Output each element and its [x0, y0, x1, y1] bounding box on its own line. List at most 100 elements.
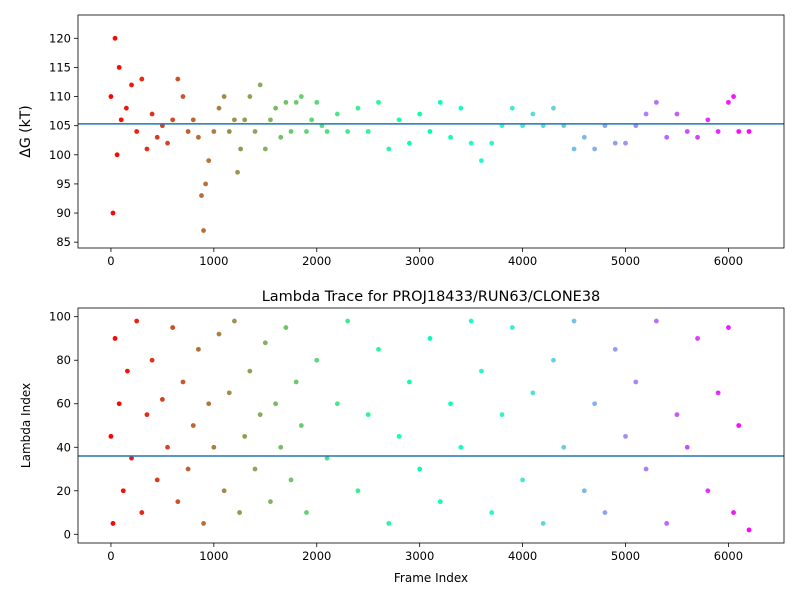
lambda-point	[268, 499, 273, 505]
lambda-point	[278, 444, 284, 450]
delta-g-y-tick-label: 95	[56, 177, 71, 191]
delta-g-y-axis-label: ΔG (kT)	[18, 105, 34, 157]
lambda-y-ticks: 0 20 40 60 80 100	[49, 310, 78, 541]
lambda-point	[334, 401, 340, 407]
lambda-point	[242, 433, 248, 439]
delta-g-point	[736, 129, 742, 134]
lambda-point	[120, 488, 126, 494]
delta-g-point	[216, 105, 222, 111]
lambda-point	[612, 346, 618, 352]
delta-g-point	[489, 140, 495, 146]
delta-g-y-tick-label: 120	[49, 31, 71, 45]
delta-g-y-tick-label: 115	[49, 60, 71, 74]
delta-g-point	[448, 134, 453, 140]
lambda-point	[283, 325, 289, 330]
lambda-point	[715, 390, 721, 396]
lambda-point	[298, 423, 304, 428]
lambda-point	[149, 357, 155, 363]
lambda-point	[468, 318, 474, 324]
lambda-y-tick-label: 40	[56, 440, 71, 454]
lambda-point	[180, 379, 186, 385]
lambda-point	[185, 466, 191, 472]
lambda-point	[561, 444, 567, 450]
lambda-point	[396, 433, 402, 439]
delta-g-point	[324, 129, 330, 134]
delta-g-point	[406, 140, 412, 146]
lambda-y-tick-label: 20	[56, 484, 71, 498]
delta-g-point	[196, 134, 201, 140]
delta-g-point	[278, 134, 284, 140]
lambda-point	[365, 412, 371, 418]
delta-g-point	[731, 94, 736, 99]
delta-g-point	[242, 117, 248, 123]
lambda-point	[684, 444, 690, 450]
delta-g-point	[175, 76, 181, 82]
delta-g-point	[643, 111, 649, 117]
delta-g-x-tick-label: 4000	[508, 254, 537, 268]
delta-g-point	[479, 158, 484, 164]
lambda-point	[116, 401, 122, 407]
lambda-point	[201, 521, 206, 526]
delta-g-x-tick-label: 0	[107, 254, 114, 268]
delta-g-point	[653, 99, 659, 105]
delta-g-point	[355, 105, 361, 111]
lambda-panel: Lambda Trace for PROJ18433/RUN63/CLONE38…	[19, 289, 785, 585]
lambda-point	[129, 455, 134, 461]
lambda-point	[731, 510, 736, 515]
lambda-point	[623, 433, 628, 439]
delta-g-x-tick-label: 5000	[611, 254, 640, 268]
lambda-x-tick-label: 2000	[302, 549, 331, 563]
delta-g-point	[134, 129, 140, 134]
lambda-x-axis-label: Frame Index	[394, 571, 468, 585]
lambda-point	[154, 477, 160, 483]
lambda-point	[232, 318, 237, 324]
lambda-x-tick-label: 5000	[611, 549, 640, 563]
delta-g-y-tick-label: 90	[56, 206, 71, 220]
lambda-point	[509, 325, 515, 330]
lambda-point	[159, 396, 165, 402]
lambda-point	[674, 412, 680, 418]
lambda-point	[479, 368, 484, 374]
delta-g-point	[293, 99, 299, 105]
delta-g-point	[684, 129, 690, 134]
delta-g-panel: 0 1000 2000 3000 4000 5000 6000 85 90 95 100 105 11…	[18, 14, 785, 268]
delta-g-point	[417, 111, 423, 117]
delta-g-y-ticks: 85 90 95 100 105 110 115 120	[49, 31, 78, 249]
delta-g-point	[144, 146, 150, 152]
lambda-point	[530, 390, 536, 396]
lambda-chart-title: Lambda Trace for PROJ18433/RUN63/CLONE38	[262, 289, 601, 305]
delta-g-point	[396, 117, 402, 123]
lambda-point	[355, 488, 361, 494]
delta-g-point	[623, 140, 628, 146]
delta-g-point	[221, 94, 227, 99]
lambda-x-tick-label: 4000	[508, 549, 537, 563]
lambda-point	[190, 423, 196, 428]
delta-g-point	[530, 111, 536, 117]
delta-g-point	[247, 94, 253, 99]
lambda-y-tick-label: 60	[56, 397, 71, 411]
delta-g-y-tick-label: 100	[49, 148, 71, 162]
delta-g-point	[705, 117, 711, 123]
lambda-point	[571, 318, 577, 324]
delta-g-point	[309, 117, 315, 123]
delta-g-point	[581, 134, 587, 140]
delta-g-point	[257, 82, 263, 88]
lambda-point	[736, 423, 742, 428]
delta-g-point	[201, 228, 206, 233]
delta-g-point	[437, 99, 443, 105]
lambda-point	[520, 477, 525, 483]
lambda-point	[417, 466, 423, 472]
lambda-point	[746, 527, 752, 533]
lambda-point	[257, 412, 263, 418]
lambda-point	[386, 521, 392, 526]
lambda-point	[221, 488, 227, 494]
delta-g-point	[211, 129, 217, 134]
delta-g-point	[232, 117, 237, 123]
delta-g-point	[715, 129, 721, 134]
delta-g-point	[170, 117, 176, 123]
lambda-point	[226, 390, 232, 396]
delta-g-point	[118, 117, 124, 123]
delta-g-point	[458, 105, 464, 111]
